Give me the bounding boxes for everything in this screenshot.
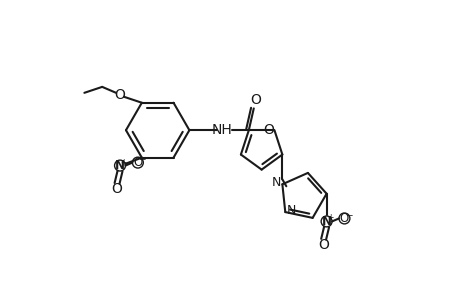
Text: O: O bbox=[339, 212, 348, 225]
Text: O: O bbox=[112, 182, 122, 196]
Text: +: + bbox=[326, 214, 332, 223]
Text: O: O bbox=[250, 94, 261, 107]
Text: +: + bbox=[120, 158, 126, 166]
Text: O: O bbox=[263, 123, 274, 137]
Text: N: N bbox=[271, 176, 280, 189]
Text: O: O bbox=[114, 88, 125, 102]
Text: −: − bbox=[138, 154, 145, 163]
Text: O: O bbox=[318, 238, 328, 252]
Text: N: N bbox=[286, 204, 295, 217]
Text: −: − bbox=[344, 210, 352, 219]
Text: NH: NH bbox=[211, 123, 232, 137]
Text: O: O bbox=[133, 156, 142, 169]
Text: N: N bbox=[321, 215, 331, 228]
Text: N: N bbox=[115, 159, 125, 172]
